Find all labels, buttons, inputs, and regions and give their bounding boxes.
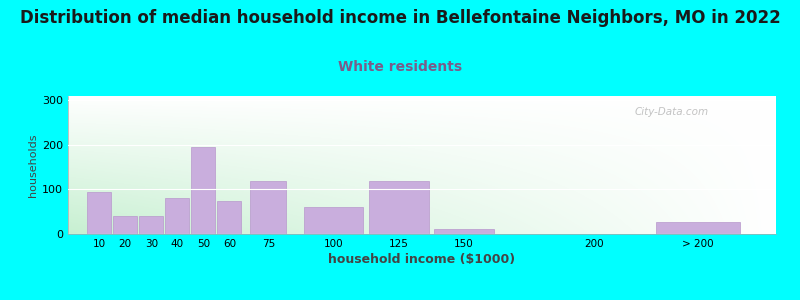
Bar bbox=[434, 229, 494, 234]
Bar bbox=[250, 181, 286, 234]
Bar bbox=[87, 192, 111, 234]
Bar bbox=[303, 207, 363, 234]
Text: City-Data.com: City-Data.com bbox=[634, 107, 709, 117]
Bar bbox=[191, 147, 215, 234]
Bar bbox=[218, 201, 242, 234]
Bar bbox=[139, 216, 163, 234]
Bar bbox=[369, 181, 429, 234]
Text: Distribution of median household income in Bellefontaine Neighbors, MO in 2022: Distribution of median household income … bbox=[20, 9, 780, 27]
Text: White residents: White residents bbox=[338, 60, 462, 74]
Bar bbox=[114, 216, 138, 234]
Y-axis label: households: households bbox=[28, 133, 38, 197]
X-axis label: household income ($1000): household income ($1000) bbox=[329, 253, 515, 266]
Bar bbox=[166, 198, 190, 234]
Bar bbox=[656, 222, 739, 234]
